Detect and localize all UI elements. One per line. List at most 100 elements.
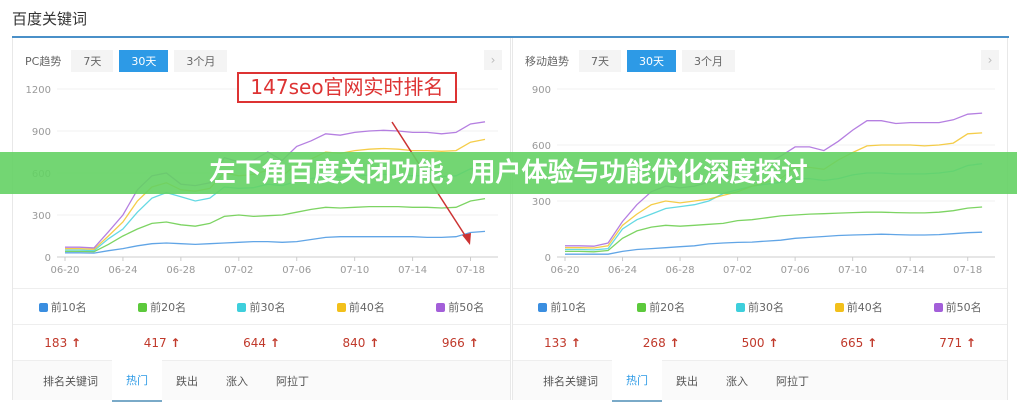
tab[interactable]: 跌出 bbox=[676, 374, 698, 388]
arrow-up-icon: ↑ bbox=[71, 335, 82, 350]
tab[interactable]: 热门 bbox=[612, 359, 662, 402]
rank-value: 183 ↑ bbox=[44, 335, 82, 350]
title-divider bbox=[12, 36, 1009, 38]
tab[interactable]: 涨入 bbox=[726, 374, 748, 388]
arrow-up-icon: ↑ bbox=[768, 335, 779, 350]
pc-trend-panel: PC趋势 7天 30天 3个月 › 前10名 前20名 前30名 前40名 前50名 183 ↑ 41… bbox=[12, 38, 511, 402]
y-tick-label: 0 bbox=[545, 253, 551, 264]
legend-swatch bbox=[637, 302, 647, 312]
x-tick-label: 07-18 bbox=[953, 265, 982, 276]
arrow-up-icon: ↑ bbox=[669, 335, 680, 350]
rank-value: 665 ↑ bbox=[840, 335, 878, 350]
range-button[interactable]: 30天 bbox=[119, 50, 169, 72]
legend-item[interactable]: 前30名 bbox=[735, 299, 784, 315]
legend: 前10名 前20名 前30名 前40名 前50名 bbox=[513, 288, 1007, 324]
arrow-up-icon: ↑ bbox=[965, 335, 976, 350]
tab[interactable]: 涨入 bbox=[226, 374, 248, 388]
legend-swatch bbox=[933, 302, 943, 312]
range-button[interactable]: 3个月 bbox=[174, 50, 228, 72]
x-tick-label: 06-20 bbox=[550, 265, 579, 276]
tab[interactable]: 阿拉丁 bbox=[776, 374, 809, 388]
keyword-tabs: 排名关键词 热门 跌出 涨入 阿拉丁 bbox=[513, 359, 1007, 402]
series-line-2 bbox=[565, 206, 983, 253]
tab[interactable]: 跌出 bbox=[176, 374, 198, 388]
legend-item[interactable]: 前20名 bbox=[138, 299, 186, 315]
x-tick-label: 07-06 bbox=[282, 265, 311, 276]
legend-item[interactable]: 前30名 bbox=[237, 299, 285, 315]
arrow-up-icon: ↑ bbox=[867, 335, 878, 350]
x-tick-label: 07-10 bbox=[340, 265, 369, 276]
legend-swatch bbox=[138, 302, 148, 312]
trend-label: PC趋势 bbox=[25, 55, 62, 68]
trend-label: 移动趋势 bbox=[525, 55, 569, 68]
y-tick-label: 300 bbox=[32, 211, 51, 222]
x-tick-label: 07-14 bbox=[398, 265, 427, 276]
x-tick-label: 07-10 bbox=[838, 265, 867, 276]
tab[interactable]: 热门 bbox=[112, 359, 162, 402]
legend-item[interactable]: 前50名 bbox=[436, 299, 484, 315]
rank-value: 966 ↑ bbox=[441, 335, 479, 350]
arrow-up-icon: ↑ bbox=[468, 335, 479, 350]
x-tick-label: 07-18 bbox=[456, 265, 485, 276]
x-tick-label: 07-02 bbox=[224, 265, 253, 276]
x-tick-label: 06-20 bbox=[50, 265, 79, 276]
keyword-tabs: 排名关键词 热门 跌出 涨入 阿拉丁 bbox=[13, 359, 510, 402]
range-button[interactable]: 30天 bbox=[627, 50, 676, 72]
range-controls: 移动趋势 7天 30天 3个月 bbox=[525, 50, 735, 72]
legend-item[interactable]: 前10名 bbox=[38, 299, 87, 315]
y-tick-label: 300 bbox=[532, 197, 551, 208]
rank-value: 268 ↑ bbox=[642, 335, 680, 350]
legend-swatch bbox=[336, 302, 346, 312]
tab[interactable]: 阿拉丁 bbox=[276, 374, 309, 388]
legend-item[interactable]: 前10名 bbox=[538, 299, 586, 315]
y-tick-label: 600 bbox=[532, 141, 551, 152]
legend-item[interactable]: 前40名 bbox=[834, 299, 883, 315]
annotation-box: 147seo官网实时排名 bbox=[237, 72, 457, 103]
range-button[interactable]: 7天 bbox=[71, 50, 114, 72]
x-tick-label: 06-24 bbox=[608, 265, 637, 276]
legend-swatch bbox=[38, 302, 48, 312]
legend-item[interactable]: 前40名 bbox=[336, 299, 385, 315]
legend-swatch bbox=[735, 302, 745, 312]
tab[interactable]: 排名关键词 bbox=[543, 374, 598, 388]
legend-item[interactable]: 前50名 bbox=[933, 299, 982, 315]
range-controls: PC趋势 7天 30天 3个月 bbox=[25, 50, 228, 72]
rank-value: 771 ↑ bbox=[939, 335, 976, 350]
legend-swatch bbox=[436, 302, 446, 312]
y-tick-label: 0 bbox=[45, 253, 51, 264]
y-tick-label: 900 bbox=[32, 127, 51, 138]
arrow-up-icon: ↑ bbox=[170, 335, 181, 350]
x-tick-label: 06-24 bbox=[108, 265, 137, 276]
range-button[interactable]: 7天 bbox=[579, 50, 621, 72]
series-line-1 bbox=[65, 230, 486, 254]
legend: 前10名 前20名 前30名 前40名 前50名 bbox=[13, 288, 510, 324]
chevron-right-icon[interactable]: › bbox=[484, 50, 502, 70]
rank-values: 183 ↑ 417 ↑ 644 ↑ 840 ↑ 966 ↑ bbox=[13, 324, 510, 360]
series-line-2 bbox=[65, 197, 486, 253]
rank-value: 500 ↑ bbox=[741, 335, 779, 350]
headline-text: 左下角百度关闭功能，用户体验与功能优化深度探讨 bbox=[209, 158, 808, 188]
rank-value: 417 ↑ bbox=[143, 335, 181, 350]
arrow-up-icon: ↑ bbox=[369, 335, 380, 350]
legend-item[interactable]: 前20名 bbox=[637, 299, 685, 315]
rank-value: 133 ↑ bbox=[544, 335, 581, 350]
y-tick-label: 900 bbox=[532, 85, 551, 96]
range-button[interactable]: 3个月 bbox=[682, 50, 735, 72]
arrow-up-icon: ↑ bbox=[269, 335, 280, 350]
series-line-1 bbox=[565, 231, 983, 255]
y-tick-label: 1200 bbox=[26, 85, 51, 96]
chevron-right-icon[interactable]: › bbox=[981, 50, 999, 70]
arrow-up-icon: ↑ bbox=[570, 335, 581, 350]
x-tick-label: 07-02 bbox=[723, 265, 752, 276]
x-tick-label: 06-28 bbox=[166, 265, 195, 276]
x-tick-label: 07-14 bbox=[896, 265, 925, 276]
rank-value: 840 ↑ bbox=[342, 335, 380, 350]
tab[interactable]: 排名关键词 bbox=[43, 374, 98, 388]
rank-values: 133 ↑ 268 ↑ 500 ↑ 665 ↑ 771 ↑ bbox=[513, 324, 1007, 360]
x-tick-label: 06-28 bbox=[666, 265, 695, 276]
legend-swatch bbox=[538, 302, 548, 312]
legend-swatch bbox=[834, 302, 844, 312]
legend-swatch bbox=[237, 302, 247, 312]
x-tick-label: 07-06 bbox=[781, 265, 810, 276]
